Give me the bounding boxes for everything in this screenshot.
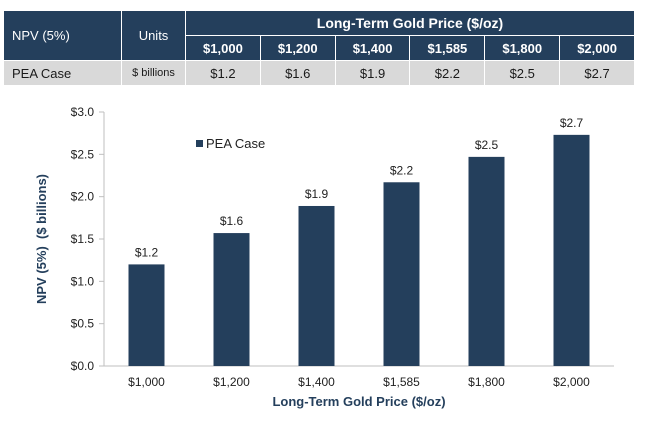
bar	[383, 182, 420, 366]
table-row: PEA Case $ billions $1.2 $1.6 $1.9 $2.2 …	[3, 60, 635, 86]
x-tick-label: $1,000	[128, 375, 165, 389]
bar	[128, 264, 165, 366]
bar-data-label: $2.2	[390, 163, 414, 177]
price-header: $1,800	[484, 35, 561, 61]
x-tick-label: $1,585	[383, 375, 420, 389]
bar-data-label: $1.2	[135, 245, 159, 259]
bar	[298, 205, 335, 366]
price-header: $1,400	[334, 35, 411, 61]
row-label: PEA Case	[3, 60, 122, 86]
row-value: $1.6	[259, 60, 336, 86]
price-header: $1,000	[185, 35, 261, 61]
price-header: $1,200	[259, 35, 336, 61]
y-tick-label: $1.0	[71, 274, 95, 288]
y-tick-label: $0.5	[71, 317, 95, 331]
bar	[468, 156, 505, 366]
x-axis-title: Long-Term Gold Price ($/oz)	[272, 394, 445, 409]
y-tick-label: $2.0	[71, 190, 95, 204]
y-tick-label: $2.5	[71, 147, 95, 161]
bar-data-label: $1.6	[220, 214, 244, 228]
x-tick-label: $1,400	[298, 375, 335, 389]
npv-sensitivity-table: NPV (5%) Units Long-Term Gold Price ($/o…	[3, 10, 635, 86]
price-group-header: Long-Term Gold Price ($/oz)	[185, 10, 635, 36]
npv-bar-chart: $0.0 $0.5 $1.0 $1.5 $2.0 $2.5 $3.0 $1.2 $1,000 $1…	[34, 105, 614, 409]
units-header: Units	[121, 10, 186, 61]
x-tick-label: $2,000	[553, 375, 590, 389]
metric-header: NPV (5%)	[3, 10, 122, 61]
bar-data-label: $1.9	[305, 187, 329, 201]
row-value: $2.7	[559, 60, 635, 86]
row-units: $ billions	[121, 60, 186, 86]
x-tick-label: $1,200	[213, 375, 250, 389]
row-value: $2.2	[409, 60, 486, 86]
x-tick-label: $1,800	[468, 375, 505, 389]
row-value: $2.5	[484, 60, 561, 86]
bar-data-label: $2.7	[560, 116, 584, 130]
legend-swatch	[196, 140, 203, 147]
y-tick-label: $0.0	[71, 359, 95, 373]
bar	[213, 233, 250, 366]
price-header: $1,585	[409, 35, 486, 61]
row-value: $1.2	[185, 60, 261, 86]
y-tick-label: $1.5	[71, 232, 95, 246]
y-axis-title: NPV (5%) ($ billions)	[34, 174, 49, 304]
bar-data-label: $2.5	[475, 138, 499, 152]
y-tick-label: $3.0	[71, 105, 95, 119]
row-value: $1.9	[334, 60, 411, 86]
price-header: $2,000	[559, 35, 635, 61]
bar	[553, 134, 590, 366]
legend-label: PEA Case	[206, 136, 265, 151]
